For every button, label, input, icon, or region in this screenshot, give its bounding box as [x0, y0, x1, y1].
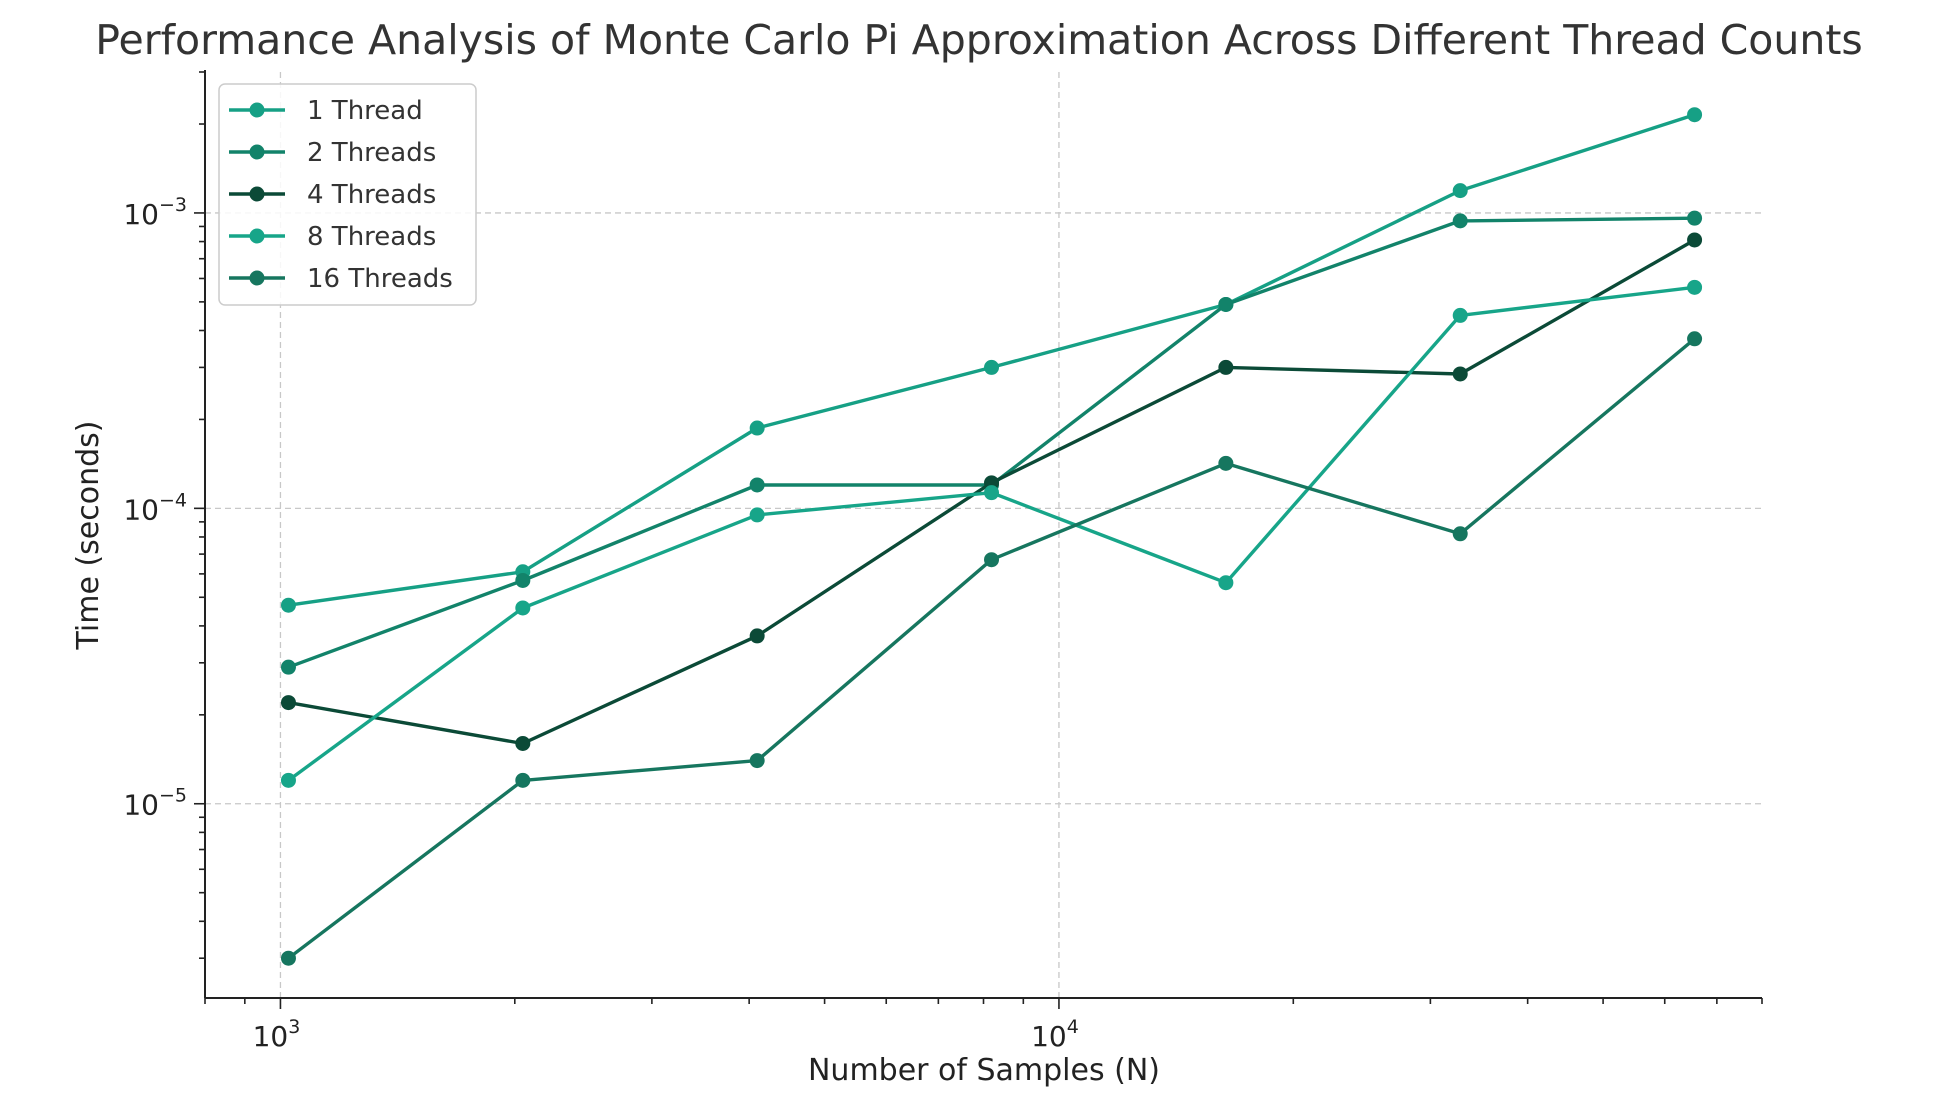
data-point: [1687, 331, 1703, 347]
data-point: [280, 950, 296, 966]
series-line: [287, 216, 1695, 669]
legend-label: 1 Thread: [307, 96, 423, 126]
x-axis-label: Number of Samples (N): [808, 1053, 1160, 1088]
legend: 1 Thread 2 Threads 4 Threads 8 Threads 16 Th…: [218, 83, 477, 306]
data-point: [749, 477, 765, 493]
data-point: [280, 597, 296, 613]
data-point: [1452, 366, 1468, 382]
data-point: [749, 753, 765, 769]
legend-label: 4 Threads: [307, 180, 436, 210]
tick-labels: 103 104 10−5 10−4 10−3: [123, 194, 1078, 1053]
data-point: [1218, 455, 1234, 471]
series-lines: [280, 107, 1703, 966]
y-tick-label: 10−5: [123, 785, 187, 822]
data-point: [1218, 575, 1234, 591]
data-point: [1687, 279, 1703, 295]
legend-swatch-marker: [249, 228, 265, 244]
y-tick-label: 10−4: [123, 489, 187, 526]
series-8-threads: [280, 279, 1703, 788]
legend-item: 1 Thread: [229, 96, 423, 126]
x-tick-label: 104: [1031, 1016, 1079, 1053]
data-point: [749, 507, 765, 523]
data-point: [1218, 359, 1234, 375]
data-point: [515, 772, 531, 788]
legend-box: [218, 83, 477, 306]
data-point: [280, 695, 296, 711]
data-point: [1452, 183, 1468, 199]
data-point: [984, 485, 1000, 501]
data-point: [515, 572, 531, 588]
legend-swatch-marker: [249, 144, 265, 160]
legend-swatch-marker: [249, 102, 265, 118]
legend-item: 4 Threads: [229, 180, 436, 210]
data-point: [1452, 526, 1468, 542]
data-point: [1452, 307, 1468, 323]
legend-swatch-marker: [249, 186, 265, 202]
legend-item: 8 Threads: [229, 222, 436, 252]
x-tick-label: 103: [253, 1016, 301, 1053]
legend-label: 16 Threads: [307, 264, 453, 294]
legend-item: 16 Threads: [229, 264, 453, 294]
data-point: [984, 552, 1000, 568]
legend-swatch-marker: [249, 270, 265, 286]
series-line: [287, 337, 1696, 960]
legend-label: 8 Threads: [307, 222, 436, 252]
chart-title: Performance Analysis of Monte Carlo Pi A…: [95, 16, 1863, 64]
y-axis-label: Time (seconds): [71, 421, 106, 651]
data-point: [280, 659, 296, 675]
legend-label: 2 Threads: [307, 138, 436, 168]
data-point: [1687, 107, 1703, 123]
axes: [194, 70, 1763, 1009]
series-16-threads: [280, 331, 1703, 966]
data-point: [280, 772, 296, 788]
data-point: [984, 359, 1000, 375]
data-point: [1687, 210, 1703, 226]
series-1-thread: [280, 107, 1703, 613]
legend-item: 2 Threads: [229, 138, 436, 168]
y-tick-label: 10−3: [123, 194, 187, 231]
data-point: [1218, 296, 1234, 312]
data-point: [515, 735, 531, 751]
series-2-threads: [280, 210, 1703, 675]
data-point: [1687, 232, 1703, 248]
data-point: [515, 600, 531, 616]
data-point: [749, 420, 765, 436]
data-point: [749, 628, 765, 644]
data-point: [1452, 213, 1468, 229]
